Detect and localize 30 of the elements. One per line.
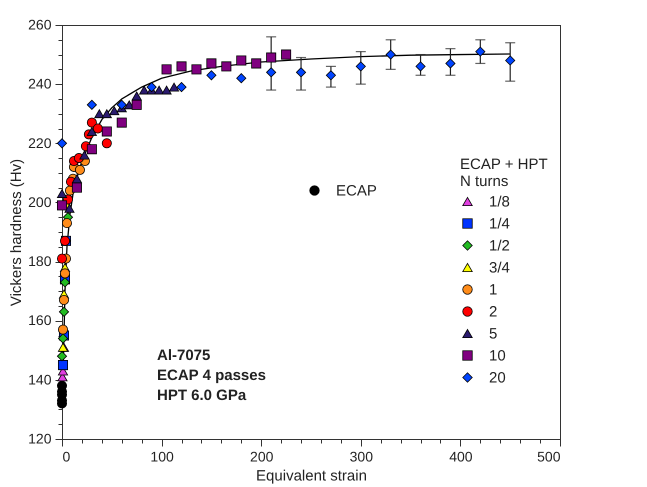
x-tick-label: 200: [250, 448, 274, 464]
legend-label: 1: [489, 282, 498, 298]
annotation: Al-7075: [157, 347, 210, 364]
x-tick-label: 300: [350, 448, 374, 464]
y-tick-label: 180: [28, 253, 52, 270]
y-tick-label: 140: [28, 371, 52, 388]
legend-label: 1/8: [489, 194, 510, 210]
y-tick-label: 200: [28, 194, 52, 210]
x-tick-label: 500: [537, 448, 561, 464]
legend-label: 2: [489, 304, 498, 320]
legend-label: 20: [489, 370, 506, 386]
legend-label: 1/2: [489, 238, 510, 254]
legend-title: ECAP + HPT N turns: [460, 156, 548, 190]
legend-label: 5: [489, 326, 498, 342]
legend-label: ECAP: [336, 182, 377, 200]
x-tick-label: 400: [449, 448, 473, 464]
y-axis-title: Vickers hardness (Hv): [8, 158, 26, 306]
x-tick-label: 0: [62, 448, 70, 464]
x-tick-label: 100: [150, 448, 174, 464]
y-tick-label: 240: [28, 76, 52, 92]
y-tick-label: 160: [28, 312, 52, 328]
legend-label: 10: [489, 348, 506, 364]
legend-label: 1/4: [489, 216, 510, 232]
y-tick-label: 220: [28, 134, 52, 151]
x-axis-title: Equivalent strain: [256, 468, 367, 484]
annotation: ECAP 4 passes: [157, 367, 266, 384]
annotation: HPT 6.0 GPa: [157, 387, 247, 404]
legend-label: 3/4: [489, 260, 510, 276]
y-tick-label: 260: [28, 16, 52, 32]
y-tick-label: 120: [28, 430, 52, 446]
